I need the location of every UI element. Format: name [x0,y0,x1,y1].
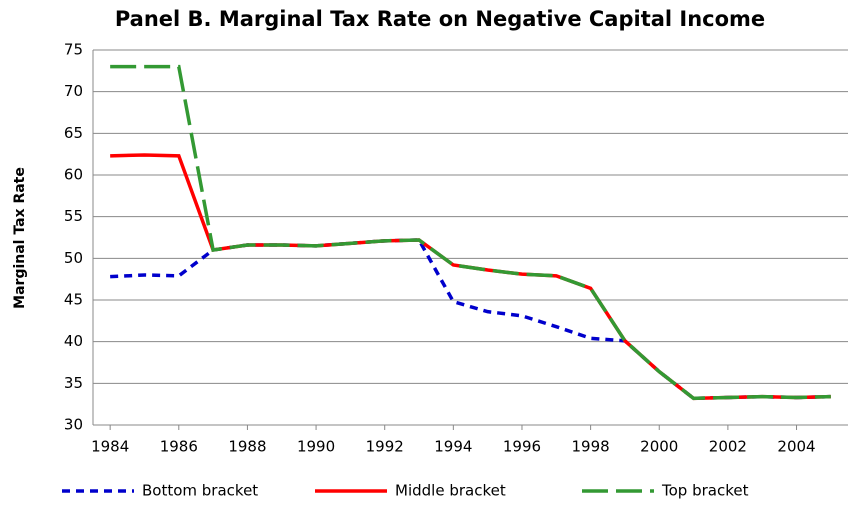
x-tick-label: 1994 [434,438,472,456]
x-tick-label: 1988 [228,438,266,456]
y-tick-label: 65 [64,124,83,142]
series-line [110,153,831,401]
x-tick-label: 1992 [366,438,404,456]
y-tick-label: 35 [64,374,83,392]
series-line [110,64,831,401]
y-tick-label: 50 [64,249,83,267]
y-tick-label: 70 [64,82,83,100]
x-tick-label: 1990 [297,438,335,456]
y-tick-label: 30 [64,416,83,434]
x-tick-label: 1984 [91,438,129,456]
x-tick-label: 1986 [160,438,198,456]
series-line [110,238,831,401]
x-tick-label: 1998 [572,438,610,456]
x-tick-label: 2000 [640,438,678,456]
y-tick-label: 55 [64,207,83,225]
x-tick-label: 1996 [503,438,541,456]
chart-title: Panel B. Marginal Tax Rate on Negative C… [115,7,765,31]
y-axis-label: Marginal Tax Rate [12,167,28,309]
legend-label: Top bracket [661,482,749,500]
y-tick-label: 75 [64,41,83,59]
y-tick-label: 45 [64,291,83,309]
y-tick-label: 40 [64,332,83,350]
legend-label: Bottom bracket [142,482,258,500]
x-tick-label: 2004 [777,438,815,456]
y-tick-label: 60 [64,166,83,184]
legend-label: Middle bracket [395,482,506,500]
x-tick-label: 2002 [709,438,747,456]
